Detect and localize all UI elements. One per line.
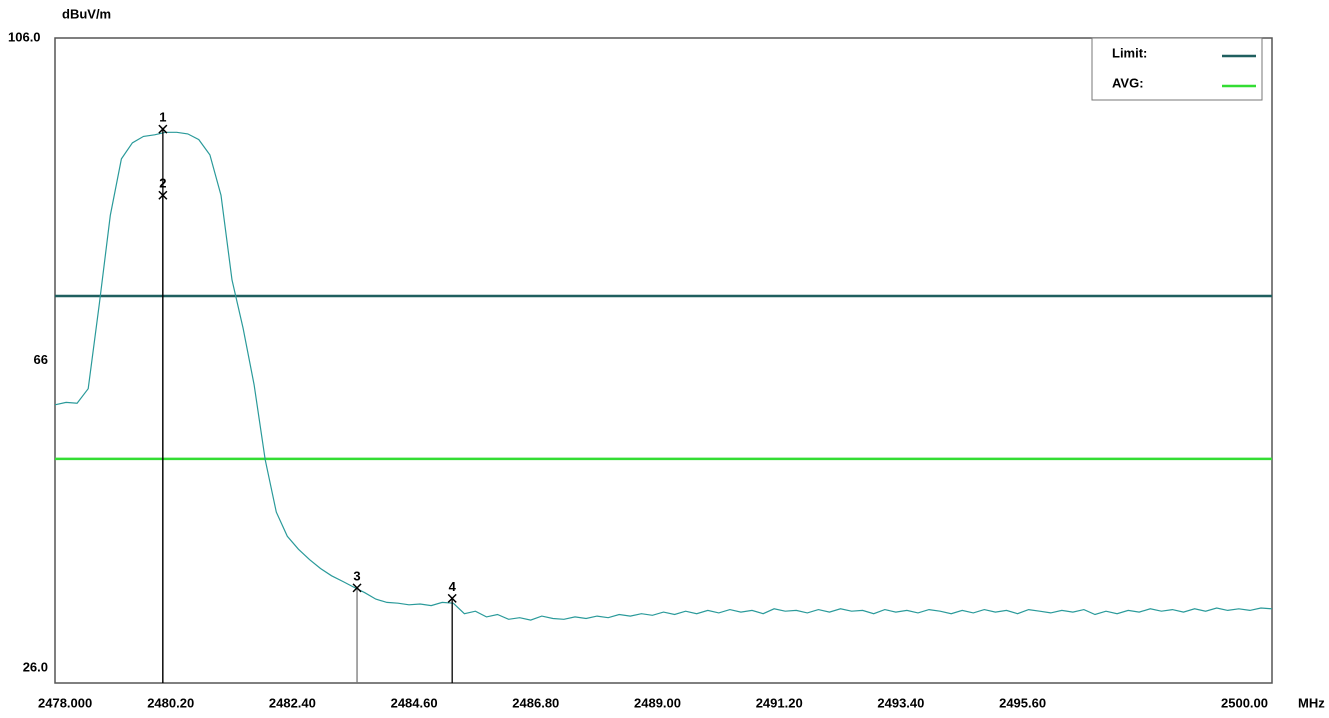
marker-x: [158, 190, 168, 200]
y-tick-label: 26.0: [23, 659, 48, 674]
x-tick-label: 2491.20: [756, 695, 803, 710]
x-tick-label: 2500.00: [1221, 695, 1268, 710]
marker-label: 3: [353, 568, 360, 583]
marker-label: 1: [159, 110, 166, 125]
x-tick-label: 2484.60: [391, 695, 438, 710]
y-tick-label: 106.0: [8, 29, 41, 44]
y-unit: dBuV/m: [62, 6, 111, 21]
marker-label: 2: [159, 176, 166, 191]
marker-x: [447, 593, 457, 603]
legend-label: AVG:: [1112, 75, 1144, 90]
legend-label: Limit:: [1112, 45, 1147, 60]
trace-line: [54, 131, 1273, 621]
x-tick-label: 2478.000: [38, 695, 92, 710]
marker-label: 4: [449, 579, 457, 594]
x-tick-label: 2489.00: [634, 695, 681, 710]
plot-area: [54, 37, 1273, 684]
x-tick-label: 2480.20: [147, 695, 194, 710]
x-tick-label: 2486.80: [512, 695, 559, 710]
x-tick-label: 2495.60: [999, 695, 1046, 710]
y-tick-label: 66: [34, 352, 48, 367]
legend: [1091, 37, 1263, 101]
x-tick-label: 2482.40: [269, 695, 316, 710]
x-tick-label: 2493.40: [877, 695, 924, 710]
marker-x: [352, 583, 362, 593]
x-unit: MHz: [1298, 695, 1325, 710]
marker-x: [158, 124, 168, 134]
